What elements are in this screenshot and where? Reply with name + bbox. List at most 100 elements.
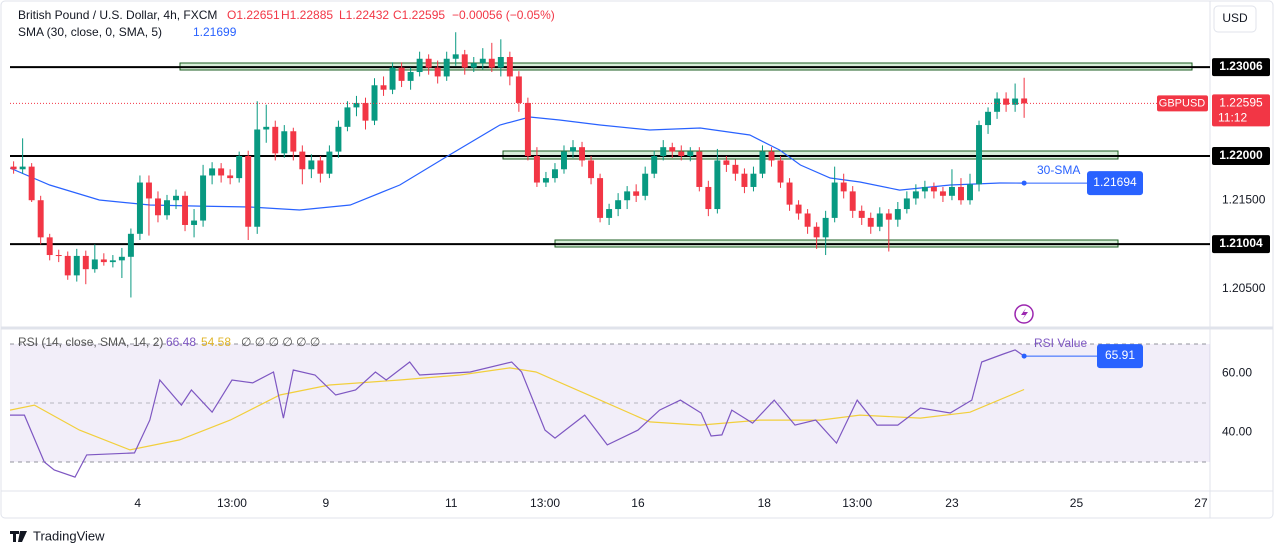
- candle-body: [804, 213, 811, 227]
- candle-body: [443, 58, 450, 77]
- candle-body: [209, 168, 216, 176]
- x-tick-label: 27: [1194, 496, 1208, 510]
- candle-body: [515, 76, 522, 103]
- candle-body: [73, 255, 80, 276]
- candle-body: [1021, 98, 1028, 104]
- rsi-line: [10, 349, 1025, 478]
- candle-body: [164, 200, 170, 216]
- symbol-box: [1157, 95, 1208, 112]
- candle-body: [597, 178, 604, 218]
- level-label: 1.23006: [1219, 59, 1263, 73]
- candle-body: [136, 182, 143, 234]
- candle-body: [894, 209, 901, 220]
- candle-body: [876, 213, 883, 227]
- candle-body: [795, 204, 802, 214]
- candle-body: [389, 67, 396, 90]
- candle-body: [227, 175, 234, 179]
- candle-body: [741, 173, 748, 187]
- rsi-pane: [10, 343, 1210, 478]
- candle-body: [858, 210, 865, 218]
- y-tick-label: 1.20500: [1222, 281, 1266, 295]
- candle-body: [127, 233, 134, 257]
- candle-body: [831, 182, 838, 218]
- candle-body: [64, 255, 71, 276]
- candle-body: [822, 217, 829, 238]
- x-tick-label: 13:00: [217, 496, 247, 510]
- candle-body: [777, 160, 784, 183]
- candle-body: [524, 102, 531, 157]
- currency[interactable]: USD: [1222, 11, 1248, 25]
- level-label: 1.21004: [1219, 236, 1263, 250]
- candle-body: [344, 107, 351, 127]
- logo: TradingView: [10, 528, 105, 543]
- candle-body: [407, 72, 414, 81]
- candle-body: [452, 54, 459, 59]
- rsi-tick-label: 60.00: [1222, 366, 1252, 380]
- candle-body: [723, 160, 730, 165]
- last-price-label: 1.22595: [1219, 96, 1263, 110]
- candle-body: [236, 156, 243, 179]
- candle-body: [37, 200, 44, 238]
- candle-body: [82, 255, 89, 270]
- x-tick-label: 13:00: [842, 496, 872, 510]
- sma-legend: SMA (30, close, 0, SMA, 5): [18, 25, 162, 39]
- candle-body: [570, 147, 576, 152]
- candle-body: [326, 151, 333, 174]
- alert-icon[interactable]: [1014, 304, 1034, 324]
- candle-body: [696, 151, 703, 187]
- legend-close: C1.22595: [393, 8, 445, 22]
- candle-body: [903, 198, 910, 210]
- candle-body: [642, 173, 649, 196]
- candle-body: [930, 186, 937, 192]
- y-tick-label: 1.21500: [1222, 192, 1266, 206]
- rsi-legend-extra: ∅ ∅ ∅ ∅ ∅ ∅: [241, 335, 320, 349]
- main-pane: [10, 32, 1210, 298]
- candle-body: [687, 151, 694, 157]
- candle-body: [813, 226, 820, 238]
- candle-body: [109, 260, 116, 263]
- currency-box[interactable]: [1213, 5, 1257, 33]
- candle-body: [182, 195, 189, 225]
- rsi-tick-label: 40.00: [1222, 425, 1252, 439]
- candle-body: [985, 111, 992, 126]
- candle-body: [967, 184, 973, 201]
- candle-body: [759, 151, 766, 174]
- last-price-box: [1212, 94, 1270, 127]
- candle-body: [10, 166, 17, 170]
- candle-body: [624, 191, 631, 201]
- sma-value: 1.21694: [1093, 175, 1137, 189]
- rsi-name: RSI Value: [1034, 336, 1087, 350]
- candle-body: [154, 198, 161, 216]
- candle-body: [579, 147, 586, 161]
- candle-body: [714, 160, 721, 210]
- candle-body: [705, 186, 712, 210]
- chart-title: British Pound / U.S. Dollar, 4h, FXCM: [18, 8, 217, 22]
- candle-body: [506, 56, 513, 77]
- frame: [0, 0, 1274, 519]
- candle-body: [470, 63, 477, 68]
- candle-body: [19, 166, 26, 170]
- axes: 1.21500 1.20500 1.23006 1.22000 1.21004 GBPUS…: [134, 58, 1270, 510]
- candle-body: [290, 131, 297, 152]
- candle-body: [353, 102, 360, 108]
- level-label-box: [1212, 235, 1270, 254]
- candle-body: [651, 156, 658, 174]
- candle-body: [308, 160, 315, 170]
- sma-dot: [1021, 180, 1027, 186]
- rsi-dot: [1021, 353, 1027, 359]
- sma-legend-value: 1.21699: [193, 25, 237, 39]
- candle-body: [849, 191, 856, 211]
- rsi-ma-line: [10, 367, 1025, 451]
- candle-body: [272, 126, 279, 154]
- candle-body: [380, 85, 387, 90]
- rsi-legend-ma: 54.58: [201, 335, 231, 349]
- candle-body: [335, 126, 342, 152]
- candle-body: [200, 175, 207, 221]
- x-tick-label: 16: [631, 496, 645, 510]
- candle-body: [317, 160, 324, 174]
- alert-bolt[interactable]: [1021, 308, 1028, 320]
- x-tick-label: 13:00: [530, 496, 560, 510]
- candle-body: [55, 255, 62, 257]
- candle-body: [416, 58, 423, 73]
